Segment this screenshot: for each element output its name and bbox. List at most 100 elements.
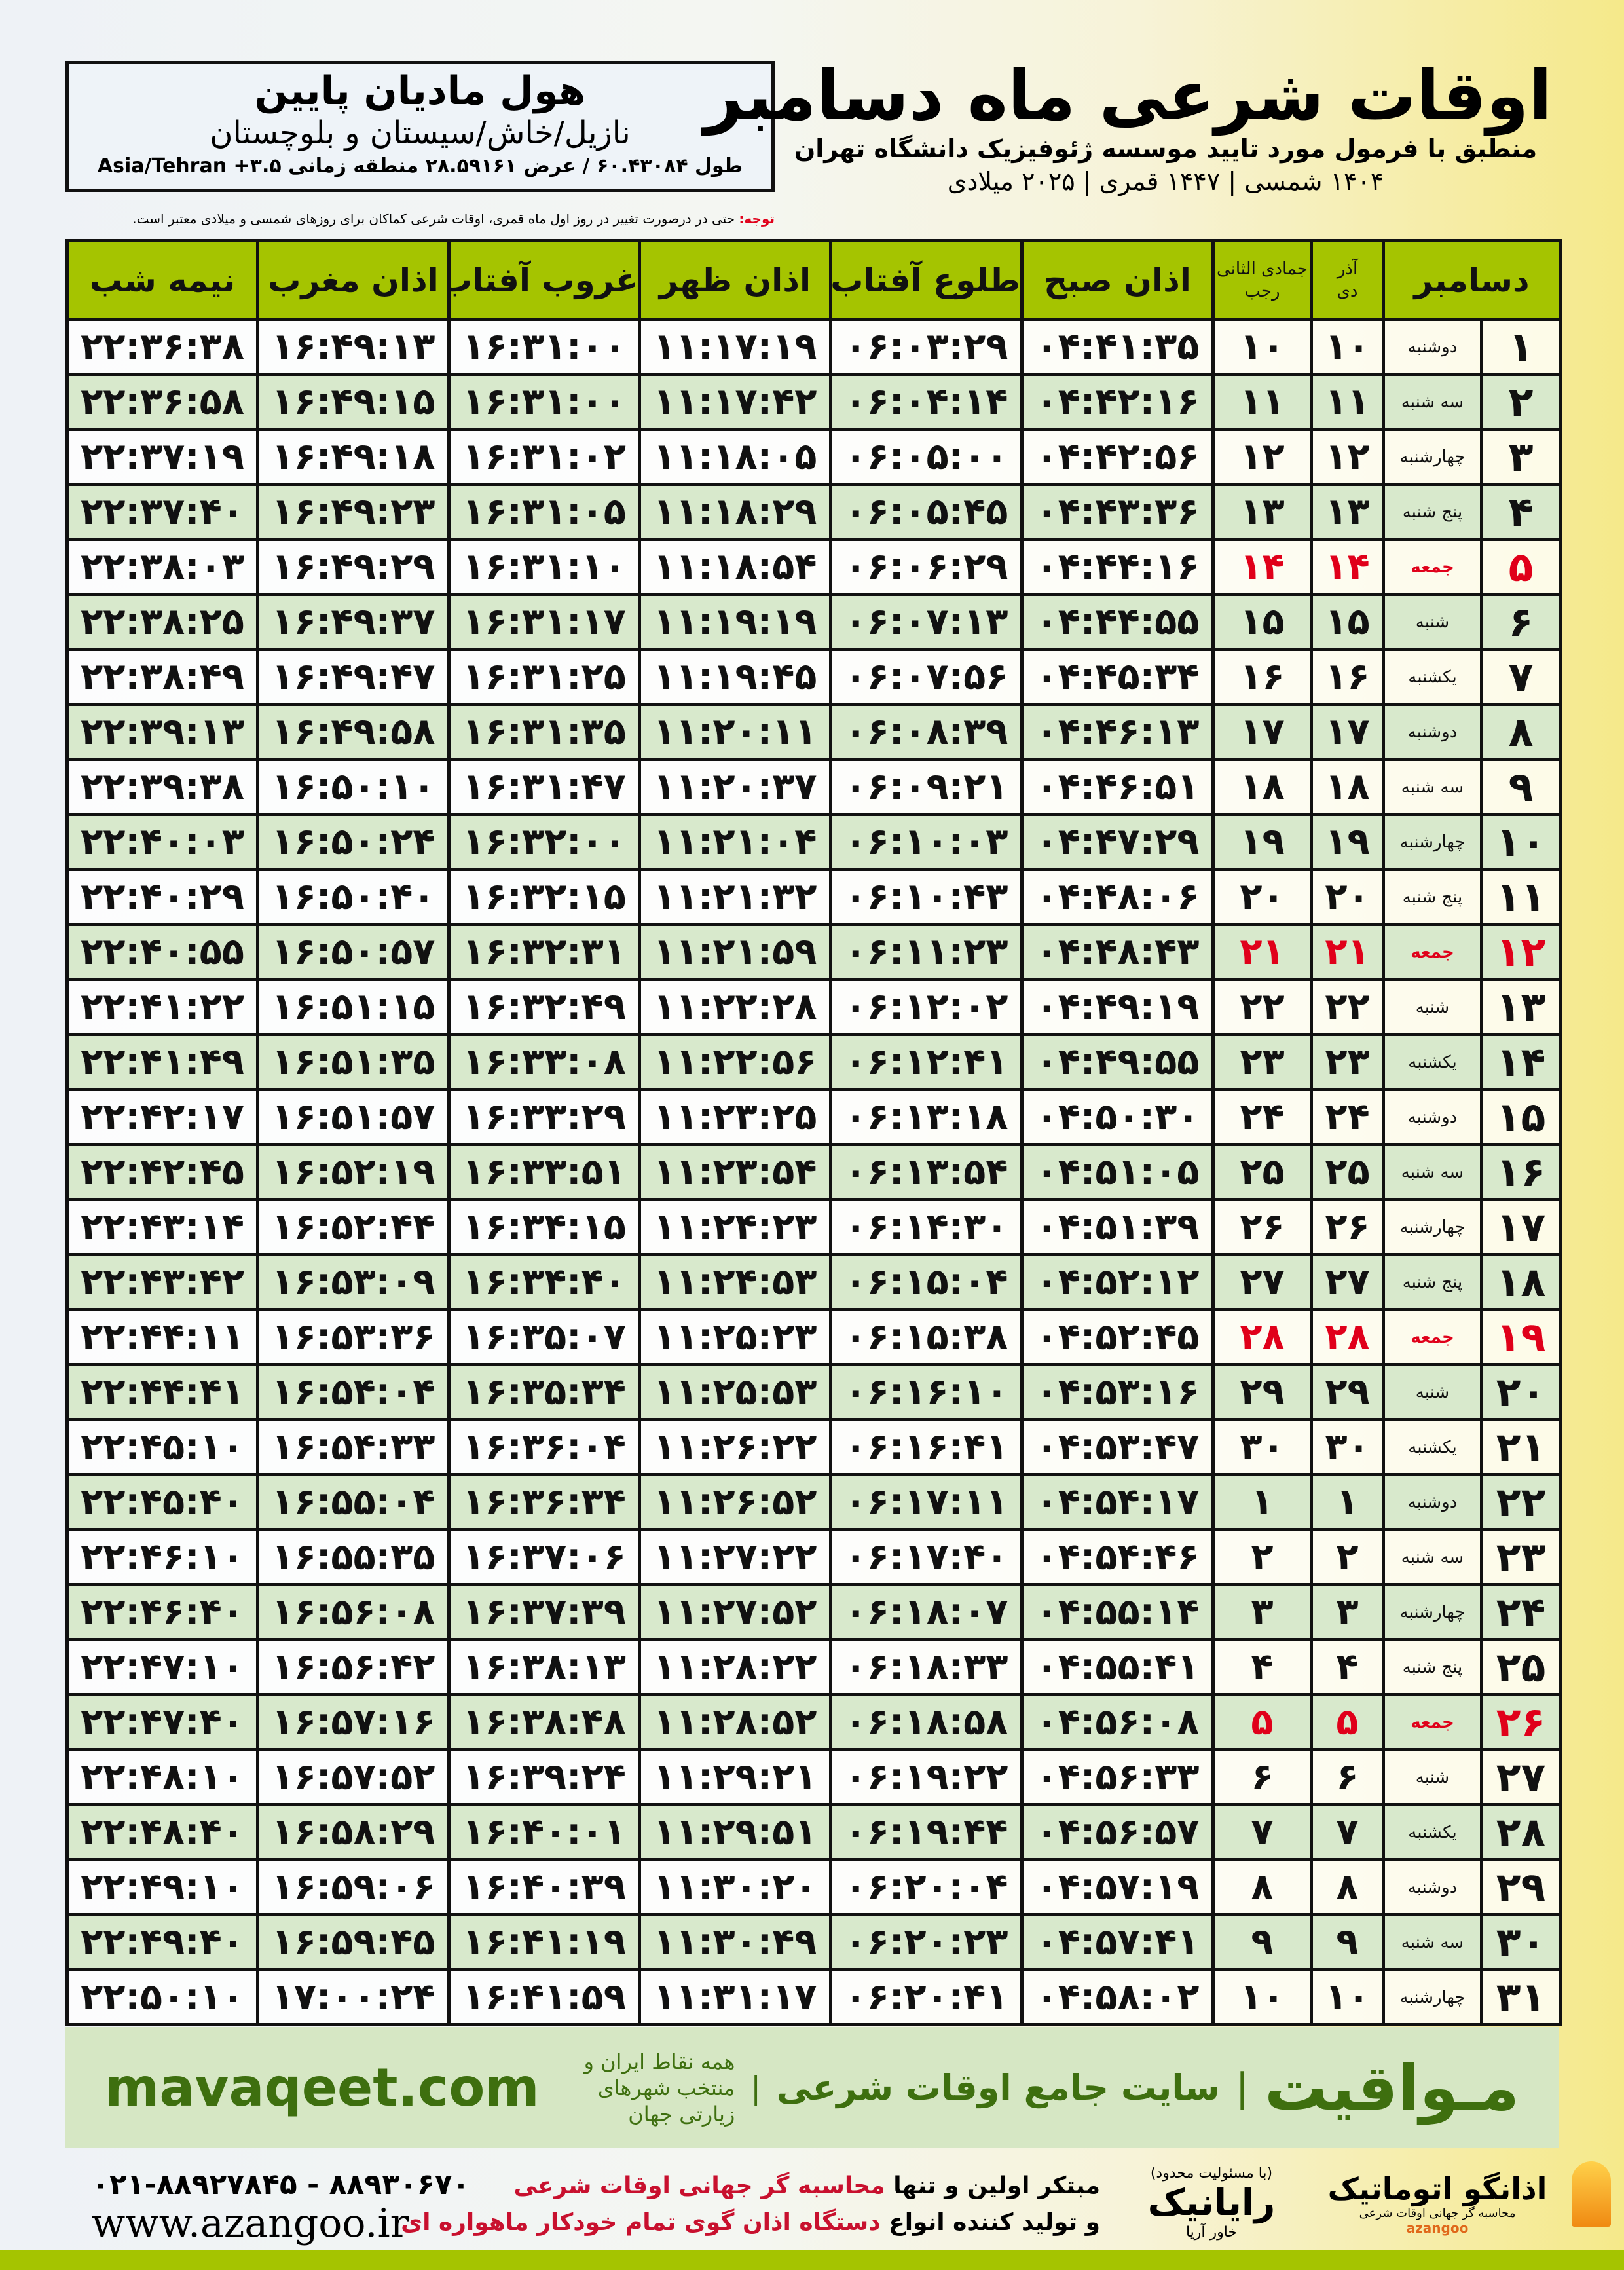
sunrise-time: ۰۶:۱۶:۱۰ [829,1363,1024,1421]
fajr-time: ۰۴:۵۶:۰۸ [1020,1693,1215,1751]
midnight-time: ۲۲:۴۹:۴۰ [65,1913,259,1971]
shamsi-day: ۱۰ [1310,1968,1385,2026]
weekday: یکشنبه [1381,648,1484,706]
dhuhr-time: ۱۱:۲۰:۳۷ [638,758,832,816]
hijri-day: ۱۰ [1211,1968,1313,2026]
dhuhr-time: ۱۱:۱۸:۵۴ [638,538,832,596]
sunset-time: ۱۶:۳۵:۰۷ [447,1308,641,1366]
hijri-day: ۲۶ [1211,1198,1313,1256]
azangoo-latin: azangoo [1406,2220,1469,2236]
hijri-day: ۲۰ [1211,868,1313,926]
midnight-time: ۲۲:۴۴:۱۱ [65,1308,259,1366]
dhuhr-time: ۱۱:۲۸:۵۲ [638,1693,832,1751]
sunset-time: ۱۶:۳۳:۰۸ [447,1033,641,1091]
shamsi-day: ۱۵ [1310,593,1385,651]
sunrise-time: ۰۶:۰۵:۴۵ [829,483,1024,541]
maghrib-time: ۱۶:۵۲:۱۹ [256,1143,451,1201]
fajr-time: ۰۴:۴۸:۰۶ [1020,868,1215,926]
shamsi-day: ۲۰ [1310,868,1385,926]
maghrib-time: ۱۶:۵۸:۲۹ [256,1803,451,1861]
sunrise-time: ۰۶:۱۷:۴۰ [829,1528,1024,1586]
table-row: ۸ دوشنبه ۱۷ ۱۷ ۰۴:۴۶:۱۳ ۰۶:۰۸:۳۹ ۱۱:۲۰:۱۱ ۱۶:۳۱… [65,703,1562,761]
sunrise-time: ۰۶:۲۰:۴۱ [829,1968,1024,2026]
sunset-time: ۱۶:۳۲:۰۰ [447,813,641,871]
dhuhr-time: ۱۱:۲۱:۳۲ [638,868,832,926]
day-number: ۲۹ [1480,1858,1562,1916]
weekday: جمعه [1381,1308,1484,1366]
fajr-time: ۰۴:۵۵:۴۱ [1020,1638,1215,1696]
hijri-day: ۱ [1211,1473,1313,1531]
fajr-time: ۰۴:۵۶:۳۳ [1020,1748,1215,1806]
sunset-time: ۱۶:۴۰:۳۹ [447,1858,641,1916]
maghrib-time: ۱۶:۵۶:۰۸ [256,1583,451,1641]
sunrise-time: ۰۶:۰۷:۱۳ [829,593,1024,651]
table-row: ۲ سه شنبه ۱۱ ۱۱ ۰۴:۴۲:۱۶ ۰۶:۰۴:۱۴ ۱۱:۱۷:۴۲ ۱۶:۳… [65,373,1562,431]
table-row: ۹ سه شنبه ۱۸ ۱۸ ۰۴:۴۶:۵۱ ۰۶:۰۹:۲۱ ۱۱:۲۰:۳۷ ۱۶:۳… [65,758,1562,816]
hijri-day: ۲۵ [1211,1143,1313,1201]
sunset-time: ۱۶:۳۸:۱۳ [447,1638,641,1696]
fajr-time: ۰۴:۵۲:۱۲ [1020,1253,1215,1311]
azangoo-link[interactable]: www.azangoo.ir [92,2201,409,2246]
day-number: ۱۴ [1480,1033,1562,1091]
day-number: ۲ [1480,373,1562,431]
shamsi-day: ۲۸ [1310,1308,1385,1366]
day-number: ۲۷ [1480,1748,1562,1806]
maghrib-time: ۱۶:۵۹:۴۵ [256,1913,451,1971]
midnight-time: ۲۲:۴۲:۱۷ [65,1088,259,1146]
sunrise-time: ۰۶:۱۸:۳۳ [829,1638,1024,1696]
day-number: ۱۵ [1480,1088,1562,1146]
bottom-bar [0,2250,1624,2270]
maghrib-time: ۱۶:۴۹:۴۷ [256,648,451,706]
midnight-time: ۲۲:۴۵:۱۰ [65,1418,259,1476]
year-line: ۱۴۰۴ شمسی | ۱۴۴۷ قمری | ۲۰۲۵ میلادی [947,167,1384,196]
day-number: ۱۸ [1480,1253,1562,1311]
promo-text: مبتکر اولین و تنها محاسبه گر جهانی اوقات… [401,2168,1100,2241]
sunrise-time: ۰۶:۱۹:۴۴ [829,1803,1024,1861]
hijri-day: ۱۴ [1211,538,1313,596]
table-header: دسامبر آذر دی جمادی الثانی رجب اذان صبح طل… [65,239,1562,321]
maghrib-time: ۱۶:۵۰:۲۴ [256,813,451,871]
azangoo-sub: محاسبه گر جهانی اوقات شرعی [1359,2206,1516,2220]
maghrib-time: ۱۶:۵۱:۱۵ [256,978,451,1036]
maghrib-time: ۱۷:۰۰:۲۴ [256,1968,451,2026]
midnight-time: ۲۲:۳۷:۱۹ [65,428,259,486]
shamsi-day: ۴ [1310,1638,1385,1696]
fajr-time: ۰۴:۴۶:۱۳ [1020,703,1215,761]
shamsi-day: ۶ [1310,1748,1385,1806]
maghrib-time: ۱۶:۵۳:۰۹ [256,1253,451,1311]
maghrib-time: ۱۶:۵۳:۳۶ [256,1308,451,1366]
day-number: ۵ [1480,538,1562,596]
weekday: دوشنبه [1381,1858,1484,1916]
midnight-time: ۲۲:۴۶:۴۰ [65,1583,259,1641]
header-shamsi: آذر دی [1310,239,1385,321]
midnight-time: ۲۲:۳۶:۳۸ [65,318,259,376]
table-row: ۶ شنبه ۱۵ ۱۵ ۰۴:۴۴:۵۵ ۰۶:۰۷:۱۳ ۱۱:۱۹:۱۹ ۱۶:۳۱:۱… [65,593,1562,651]
hijri-day: ۲۴ [1211,1088,1313,1146]
weekday: شنبه [1381,978,1484,1036]
dhuhr-time: ۱۱:۲۴:۵۳ [638,1253,832,1311]
mavaqeet-banner: مـواقیت | سایت جامع اوقات شرعی | همه نقا… [65,2027,1559,2148]
weekday: شنبه [1381,593,1484,651]
maghrib-time: ۱۶:۵۱:۳۵ [256,1033,451,1091]
table-row: ۱۳ شنبه ۲۲ ۲۲ ۰۴:۴۹:۱۹ ۰۶:۱۲:۰۲ ۱۱:۲۲:۲۸ ۱۶:۳۲:… [65,978,1562,1036]
day-number: ۹ [1480,758,1562,816]
fajr-time: ۰۴:۵۷:۱۹ [1020,1858,1215,1916]
sunset-time: ۱۶:۳۴:۱۵ [447,1198,641,1256]
weekday: یکشنبه [1381,1418,1484,1476]
table-row: ۲۳ سه شنبه ۲ ۲ ۰۴:۵۴:۴۶ ۰۶:۱۷:۴۰ ۱۱:۲۷:۲۲ ۱۶:۳۷… [65,1528,1562,1586]
sunrise-time: ۰۶:۱۵:۰۴ [829,1253,1024,1311]
shamsi-day: ۲۱ [1310,923,1385,981]
midnight-time: ۲۲:۴۱:۴۹ [65,1033,259,1091]
table-row: ۱۰ چهارشنبه ۱۹ ۱۹ ۰۴:۴۷:۲۹ ۰۶:۱۰:۰۳ ۱۱:۲۱:۰۴ ۱۶… [65,813,1562,871]
table-row: ۲۹ دوشنبه ۸ ۸ ۰۴:۵۷:۱۹ ۰۶:۲۰:۰۴ ۱۱:۳۰:۲۰ ۱۶:۴۰:… [65,1858,1562,1916]
fajr-time: ۰۴:۵۲:۴۵ [1020,1308,1215,1366]
shamsi-day: ۲۴ [1310,1088,1385,1146]
hijri-day: ۱۲ [1211,428,1313,486]
midnight-time: ۲۲:۵۰:۱۰ [65,1968,259,2026]
fajr-time: ۰۴:۵۴:۴۶ [1020,1528,1215,1586]
table-row: ۲۵ پنج شنبه ۴ ۴ ۰۴:۵۵:۴۱ ۰۶:۱۸:۳۳ ۱۱:۲۸:۲۲ ۱۶:۳… [65,1638,1562,1696]
sunset-time: ۱۶:۳۲:۱۵ [447,868,641,926]
shamsi-day: ۱۲ [1310,428,1385,486]
sunset-time: ۱۶:۳۱:۰۰ [447,373,641,431]
mavaqeet-link[interactable]: mavaqeet.com [105,2057,540,2118]
